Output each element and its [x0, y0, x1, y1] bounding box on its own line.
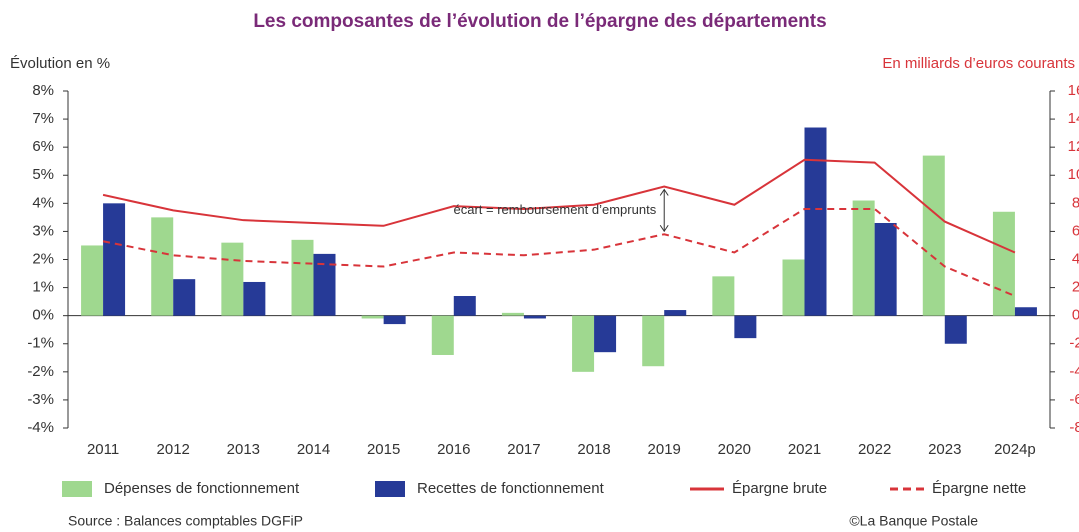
x-tick-label: 2015	[367, 441, 400, 458]
y2-tick-label: 8	[1072, 194, 1079, 211]
y-tick-label: -2%	[27, 363, 54, 380]
bar	[383, 315, 406, 325]
arrow-head	[659, 224, 669, 233]
y-tick-label: 2%	[32, 250, 54, 267]
bar	[291, 239, 314, 316]
legend-swatch	[62, 481, 92, 497]
bar	[81, 245, 104, 316]
y-tick-label: -4%	[27, 419, 54, 436]
legend-label: Épargne nette	[932, 480, 1026, 497]
y-tick-label: 8%	[32, 82, 54, 99]
x-tick-label: 2013	[227, 441, 260, 458]
x-tick-label: 2019	[648, 441, 681, 458]
bar	[852, 200, 875, 316]
chart-title: Les composantes de l’évolution de l’épar…	[253, 11, 826, 32]
y-axis-label: Évolution en %	[10, 55, 110, 72]
bar	[1014, 307, 1037, 316]
annotation: écart = remboursement d’emprunts	[454, 202, 657, 217]
bar	[103, 203, 126, 316]
bar	[922, 155, 945, 316]
y2-tick-label: -8	[1069, 419, 1079, 436]
y-tick-label: -3%	[27, 391, 54, 408]
legend-label: Épargne brute	[732, 480, 827, 497]
y-tick-label: 4%	[32, 194, 54, 211]
bar	[243, 281, 266, 316]
y2-tick-label: 4	[1072, 250, 1079, 267]
y-tick-label: 0%	[32, 307, 54, 324]
y2-tick-label: 2	[1072, 279, 1079, 296]
y2-tick-label: 16	[1068, 82, 1079, 99]
bar	[151, 217, 174, 316]
bar	[501, 312, 524, 316]
y-tick-label: 3%	[32, 222, 54, 239]
y-tick-label: -1%	[27, 335, 54, 352]
y2-tick-label: 6	[1072, 222, 1079, 239]
bar	[874, 222, 897, 316]
legend-label: Recettes de fonctionnement	[417, 480, 605, 497]
x-tick-label: 2017	[507, 441, 540, 458]
y-tick-label: 5%	[32, 166, 54, 183]
x-tick-label: 2024p	[994, 441, 1036, 458]
bar	[804, 127, 827, 316]
x-tick-label: 2018	[577, 441, 610, 458]
x-tick-label: 2022	[858, 441, 891, 458]
y2-tick-label: 12	[1068, 138, 1079, 155]
y2-tick-label: 10	[1068, 166, 1079, 183]
bar	[361, 315, 384, 319]
y2-tick-label: 14	[1068, 110, 1079, 127]
bar	[734, 315, 757, 339]
bar	[782, 259, 805, 316]
line	[102, 158, 1016, 254]
x-tick-label: 2021	[788, 441, 821, 458]
y-tick-label: 7%	[32, 110, 54, 127]
bar	[944, 315, 967, 344]
arrow-head	[659, 188, 669, 196]
bar	[431, 315, 454, 355]
y-tick-label: 1%	[32, 279, 54, 296]
bar	[173, 279, 196, 316]
y-tick-label: 6%	[32, 138, 54, 155]
bar	[523, 315, 546, 319]
line	[102, 207, 1016, 297]
bar	[642, 315, 665, 367]
y2-axis-label: En milliards d’euros courants	[882, 55, 1075, 72]
y2-tick-label: 0	[1072, 307, 1079, 324]
y2-tick-label: -2	[1069, 335, 1079, 352]
x-tick-label: 2023	[928, 441, 961, 458]
bar	[992, 211, 1015, 316]
bar	[572, 315, 595, 372]
credit: ©La Banque Postale	[849, 513, 978, 529]
x-tick-label: 2014	[297, 441, 330, 458]
x-tick-label: 2011	[87, 441, 119, 458]
bar	[712, 276, 735, 316]
bar	[594, 315, 617, 353]
legend-swatch	[375, 481, 405, 497]
x-tick-label: 2020	[718, 441, 751, 458]
bar	[313, 253, 336, 316]
y2-tick-label: -4	[1069, 363, 1079, 380]
bar	[453, 296, 476, 316]
source: Source : Balances comptables DGFiP	[68, 513, 303, 529]
x-tick-label: 2016	[437, 441, 470, 458]
y2-tick-label: -6	[1069, 391, 1079, 408]
x-tick-label: 2012	[157, 441, 190, 458]
bar	[221, 242, 244, 316]
legend-label: Dépenses de fonctionnement	[104, 480, 300, 497]
bar	[664, 310, 687, 316]
